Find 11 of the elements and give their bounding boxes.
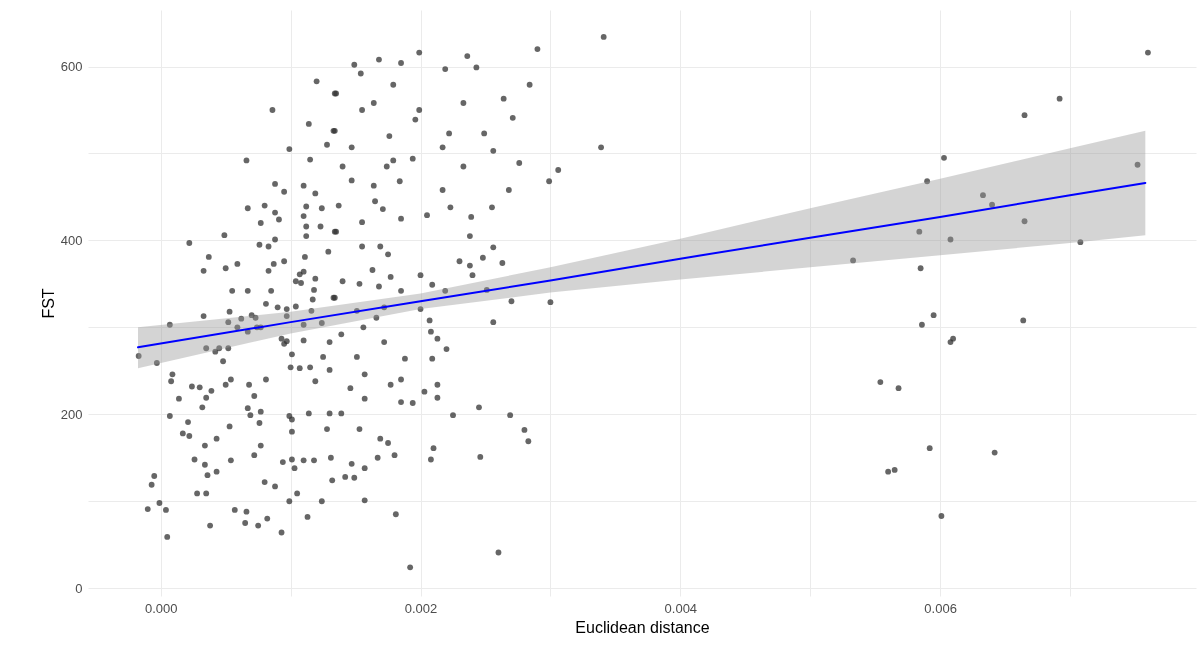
y-tick-label: 400 [60,232,83,248]
x-tick-label: 0.004 [664,600,698,616]
x-tick-label: 0.000 [144,600,178,616]
x-tick-label: 0.006 [924,600,957,616]
y-axis-title: FST [39,288,57,319]
x-tick-label: 0.002 [404,600,438,616]
y-tick-label: 0 [75,580,83,596]
x-axis-title: Euclidean distance [575,618,710,636]
y-tick-label: 600 [60,59,83,75]
y-tick-label: 200 [60,406,83,422]
line-series [137,182,1147,349]
